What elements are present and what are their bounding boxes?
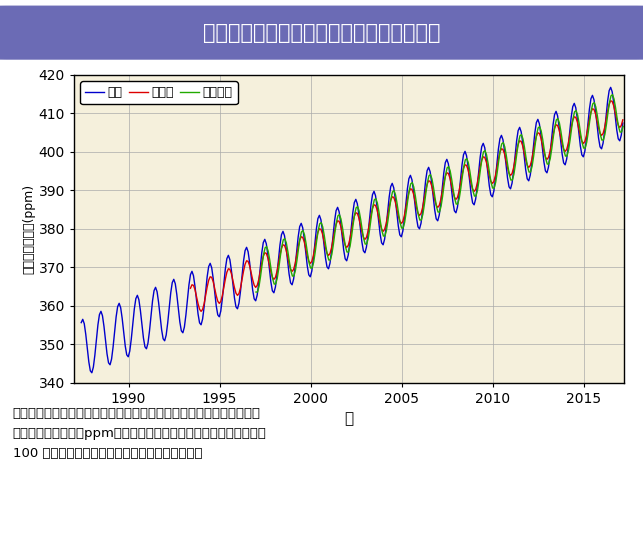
FancyBboxPatch shape bbox=[0, 6, 643, 59]
綾里 bbox=[619, 120, 627, 126]
南鳥島 bbox=[246, 263, 253, 269]
綾里 bbox=[384, 209, 392, 215]
南鳥島 bbox=[508, 170, 516, 177]
綾里 bbox=[88, 370, 96, 376]
与那国島 bbox=[457, 185, 465, 192]
Y-axis label: 二酸化炭素濃度(ppm): 二酸化炭素濃度(ppm) bbox=[23, 184, 36, 274]
南鳥島 bbox=[197, 308, 205, 315]
与那国島 bbox=[252, 289, 260, 295]
綾里 bbox=[77, 319, 85, 326]
綾里 bbox=[607, 84, 615, 90]
綾里 bbox=[266, 265, 273, 272]
南鳥島 bbox=[570, 113, 578, 120]
Text: 気象庁が綾里、南鳥島、与那国島で観測した大気中の二酸化炭素月平
均濃度の経年変化。ppm（ピーピーエム）は、二酸化炭素が全体の
100 万分の１の体積を占めるこ: 気象庁が綾里、南鳥島、与那国島で観測した大気中の二酸化炭素月平 均濃度の経年変化… bbox=[13, 407, 267, 460]
Text: 国内の大気中の二酸化炭素濃度の経年変化: 国内の大気中の二酸化炭素濃度の経年変化 bbox=[203, 22, 440, 43]
南鳥島 bbox=[619, 117, 627, 123]
Legend: 綾里, 南鳥島, 与那国島: 綾里, 南鳥島, 与那国島 bbox=[80, 81, 238, 104]
南鳥島 bbox=[250, 282, 258, 288]
Line: 与那国島: 与那国島 bbox=[256, 95, 623, 292]
南鳥島 bbox=[607, 97, 615, 104]
綾里 bbox=[241, 247, 249, 254]
与那国島 bbox=[428, 175, 436, 182]
南鳥島 bbox=[186, 285, 194, 292]
綾里 bbox=[226, 256, 234, 263]
与那国島 bbox=[619, 123, 627, 129]
X-axis label: 年: 年 bbox=[344, 411, 354, 426]
綾里 bbox=[93, 337, 100, 343]
与那国島 bbox=[609, 91, 617, 98]
綾里 bbox=[322, 255, 329, 261]
与那国島 bbox=[375, 208, 383, 215]
Line: 南鳥島: 南鳥島 bbox=[190, 101, 623, 311]
与那国島 bbox=[417, 217, 425, 223]
Line: 綾里: 綾里 bbox=[81, 87, 623, 373]
与那国島 bbox=[273, 275, 281, 281]
南鳥島 bbox=[435, 202, 443, 209]
与那国島 bbox=[601, 131, 609, 137]
南鳥島 bbox=[242, 257, 250, 264]
